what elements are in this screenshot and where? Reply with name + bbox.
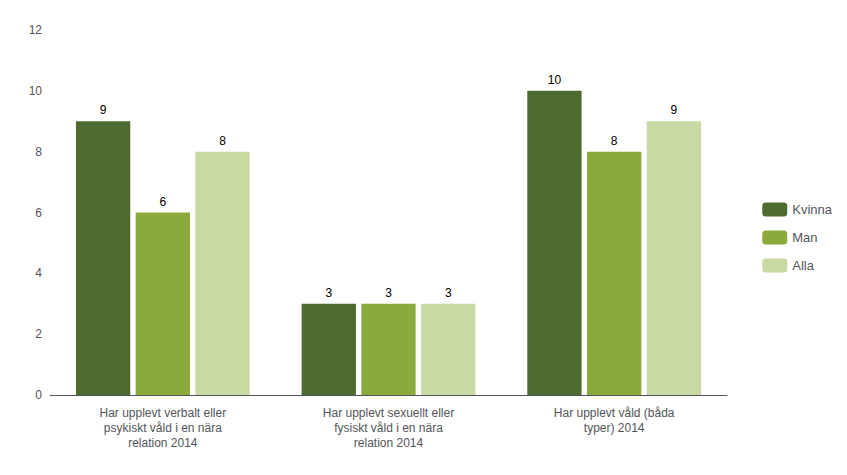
svg-text:Har upplevt verbalt eller: Har upplevt verbalt eller: [99, 406, 226, 420]
svg-text:Har upplevt våld (båda: Har upplevt våld (båda: [554, 406, 675, 420]
svg-text:0: 0: [35, 388, 42, 402]
svg-text:6: 6: [159, 195, 166, 209]
svg-text:relation 2014: relation 2014: [354, 436, 424, 450]
svg-text:8: 8: [611, 134, 618, 148]
svg-text:9: 9: [671, 103, 678, 117]
svg-text:9: 9: [100, 103, 107, 117]
svg-text:Kvinna: Kvinna: [792, 202, 833, 217]
svg-text:10: 10: [548, 73, 562, 87]
svg-text:Har upplevt sexuellt eller: Har upplevt sexuellt eller: [323, 406, 454, 420]
svg-text:3: 3: [385, 286, 392, 300]
svg-text:2: 2: [35, 327, 42, 341]
svg-text:6: 6: [35, 206, 42, 220]
svg-text:Alla: Alla: [792, 258, 814, 273]
svg-text:psykiskt våld i en nära: psykiskt våld i en nära: [104, 421, 222, 435]
svg-text:3: 3: [445, 286, 452, 300]
svg-text:10: 10: [29, 84, 43, 98]
svg-text:relation 2014: relation 2014: [128, 436, 198, 450]
svg-text:4: 4: [35, 266, 42, 280]
svg-text:3: 3: [325, 286, 332, 300]
svg-text:typer) 2014: typer) 2014: [584, 421, 645, 435]
svg-text:8: 8: [35, 145, 42, 159]
svg-text:8: 8: [219, 134, 226, 148]
svg-text:12: 12: [29, 23, 43, 37]
svg-text:Man: Man: [792, 230, 817, 245]
svg-text:fysiskt våld i en nära: fysiskt våld i en nära: [334, 421, 443, 435]
